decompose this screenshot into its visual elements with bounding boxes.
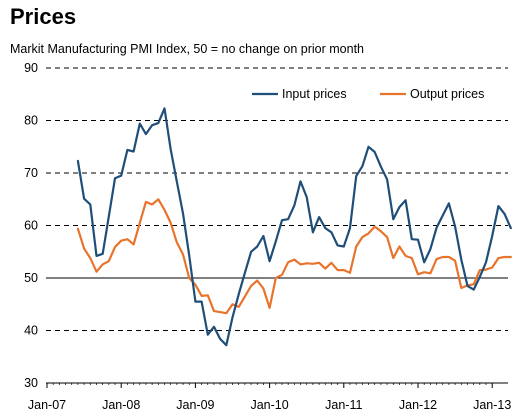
legend-label-input-prices: Input prices [282, 87, 347, 101]
y-tick-label-50: 50 [24, 271, 38, 285]
x-tick-label-Jan-08: Jan-08 [102, 398, 140, 412]
x-tick-label-Jan-09: Jan-09 [176, 398, 214, 412]
y-tick-label-80: 80 [24, 114, 38, 128]
y-tick-label-90: 90 [24, 61, 38, 75]
x-tick-label-Jan-12: Jan-12 [399, 398, 437, 412]
chart-subtitle: Markit Manufacturing PMI Index, 50 = no … [10, 42, 365, 56]
y-tick-label-60: 60 [24, 219, 38, 233]
x-tick-label-Jan-13: Jan-13 [473, 398, 511, 412]
chart-title: Prices [10, 4, 77, 29]
x-tick-label-Jan-07: Jan-07 [28, 398, 66, 412]
series-line-output-prices [76, 198, 512, 315]
series-line-input-prices [76, 107, 512, 347]
y-tick-label-30: 30 [24, 376, 38, 390]
x-tick-label-Jan-10: Jan-10 [250, 398, 288, 412]
x-tick-label-Jan-11: Jan-11 [325, 398, 362, 412]
legend-label-output-prices: Output prices [410, 87, 484, 101]
y-tick-label-40: 40 [24, 324, 38, 338]
y-tick-label-70: 70 [24, 166, 38, 180]
